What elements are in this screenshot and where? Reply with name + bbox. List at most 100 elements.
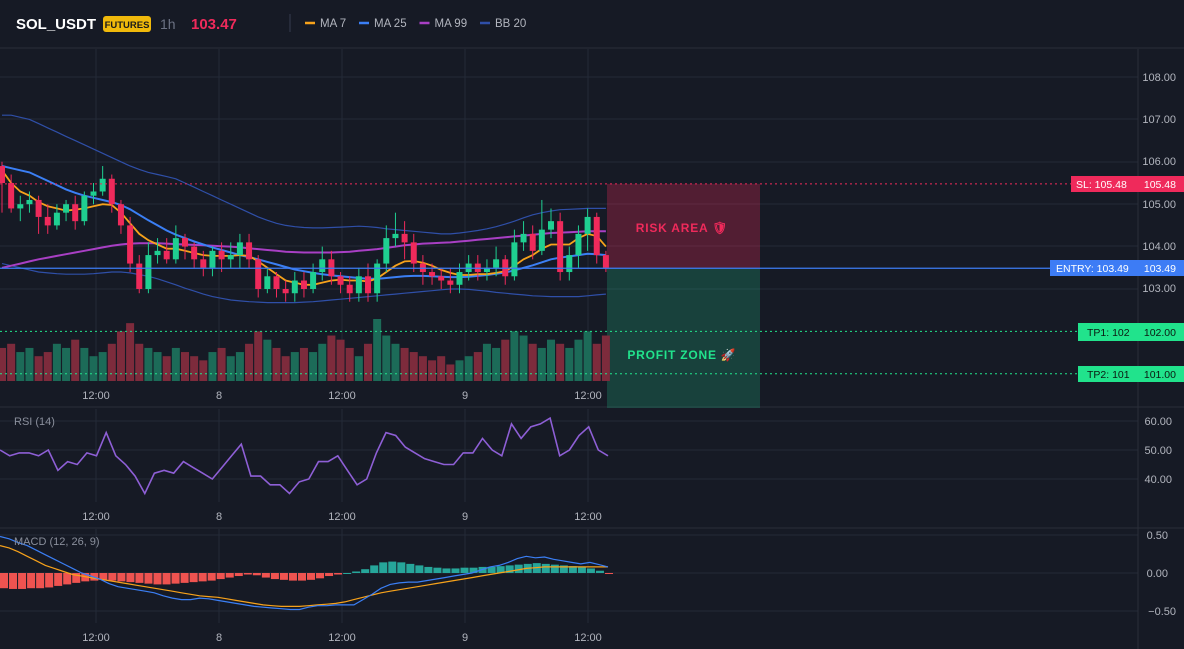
rsi-label: RSI (14)	[14, 416, 55, 428]
macd-histogram-bar	[397, 562, 406, 573]
candle-body	[163, 250, 170, 260]
volume-bar	[272, 347, 281, 381]
volume-bar	[226, 356, 235, 381]
volume-bar	[208, 352, 217, 381]
macd-histogram-bar	[505, 565, 514, 573]
time-tick: 12:00	[328, 390, 356, 402]
candle-body	[154, 250, 161, 256]
volume-bar	[199, 360, 208, 381]
macd-tick: 0.00	[1147, 568, 1168, 580]
interval-label[interactable]: 1h	[160, 16, 176, 32]
macd-histogram-bar	[162, 573, 171, 585]
volume-bar	[98, 352, 107, 381]
tp2-tag-label: TP2: 101	[1087, 369, 1130, 381]
volume-bar	[482, 343, 491, 381]
volume-bar	[418, 356, 427, 381]
candle-body	[182, 238, 188, 247]
macd-histogram-bar	[424, 566, 433, 573]
candle-body	[99, 178, 106, 192]
volume-bar	[235, 352, 244, 381]
volume-bar	[464, 356, 473, 381]
macd-histogram-bar	[126, 573, 135, 583]
volume-bar	[318, 343, 327, 381]
macd-histogram-bar	[577, 566, 586, 573]
candle-body	[63, 204, 70, 213]
macd-histogram-bar	[216, 573, 225, 580]
macd-histogram-bar	[189, 573, 198, 583]
macd-histogram-bar	[379, 562, 388, 573]
macd-histogram-bar	[343, 573, 352, 574]
candle-body	[346, 284, 353, 294]
volume-bar	[7, 343, 16, 381]
macd-histogram-bar	[433, 567, 442, 573]
macd-histogram-bar	[234, 573, 243, 577]
volume-bar	[181, 352, 189, 381]
macd-pane	[0, 535, 613, 611]
macd-histogram-bar	[361, 569, 370, 573]
legend-item[interactable]: MA 99	[435, 18, 468, 30]
candle-body	[337, 276, 344, 285]
macd-axis: 0.50 0.00 −0.50	[1147, 530, 1176, 618]
candle-body	[145, 255, 152, 289]
time-axis-macd: 12:00 8 12:00 9 12:00	[82, 632, 602, 644]
bb-lower-line	[1, 263, 606, 304]
price-tick: 105.00	[1142, 199, 1176, 211]
candle-body	[236, 242, 243, 256]
macd-label: MACD (12, 26, 9)	[14, 536, 100, 548]
legend-item[interactable]: MA 25	[374, 18, 407, 30]
volume-bar	[583, 331, 592, 381]
time-tick: 12:00	[82, 390, 110, 402]
profit-zone-label: PROFIT ZONE 🚀	[627, 348, 736, 362]
candle-body	[383, 238, 390, 264]
legend-item[interactable]: MA 7	[320, 18, 346, 30]
volume-bar	[592, 343, 601, 381]
macd-histogram-bar	[316, 573, 325, 579]
time-tick: 8	[216, 511, 222, 523]
macd-histogram-bar	[279, 573, 288, 580]
volume-bar	[309, 352, 318, 381]
sl-tag-label: SL: 105.48	[1076, 179, 1127, 191]
sl-tag: SL: 105.48 105.48	[1071, 176, 1184, 192]
rsi-tick: 50.00	[1144, 445, 1172, 457]
macd-histogram-bar	[99, 573, 108, 580]
time-tick: 12:00	[82, 511, 110, 523]
volume-bars	[0, 319, 610, 381]
macd-histogram-bar	[243, 573, 252, 575]
macd-histogram-bar	[388, 561, 397, 573]
candle-body	[17, 204, 24, 209]
volume-bar	[290, 352, 299, 381]
symbol-name[interactable]: SOL_USDT	[16, 16, 96, 33]
price-axis[interactable]: 108.00 107.00 106.00 105.00 104.00 103.0…	[1142, 72, 1176, 295]
macd-histogram-bar	[198, 573, 207, 582]
volume-bar	[34, 356, 43, 381]
candle-body	[81, 195, 88, 222]
macd-histogram-bar	[117, 573, 126, 582]
legend-item[interactable]: BB 20	[495, 18, 526, 30]
time-axis-main[interactable]: 12:00 8 12:00 9 12:00	[82, 390, 602, 402]
candle-body	[575, 233, 582, 256]
time-tick: 12:00	[328, 632, 356, 644]
candle-body	[438, 276, 445, 281]
macd-histogram-bar	[370, 565, 379, 573]
volume-bar	[354, 356, 363, 381]
volume-bar	[373, 319, 382, 381]
candle-body	[602, 255, 609, 268]
candle-body	[8, 183, 15, 209]
volume-bar	[153, 352, 162, 381]
volume-bar	[254, 331, 263, 381]
macd-histogram-bar	[307, 573, 316, 580]
indicator-legend: MA 7 MA 25 MA 99 BB 20	[305, 18, 526, 30]
macd-line	[0, 535, 609, 611]
macd-histogram-bar	[297, 573, 306, 581]
volume-bar	[455, 360, 464, 381]
candle-body	[72, 204, 79, 222]
macd-histogram-bar	[586, 568, 595, 573]
volume-bar	[537, 347, 546, 381]
macd-histogram-bar	[442, 568, 451, 573]
futures-badge-label: FUTURES	[105, 20, 150, 31]
macd-histogram-bar	[180, 573, 189, 583]
risk-area-label: RISK AREA 🛡	[636, 221, 728, 235]
volume-bar	[565, 347, 574, 381]
